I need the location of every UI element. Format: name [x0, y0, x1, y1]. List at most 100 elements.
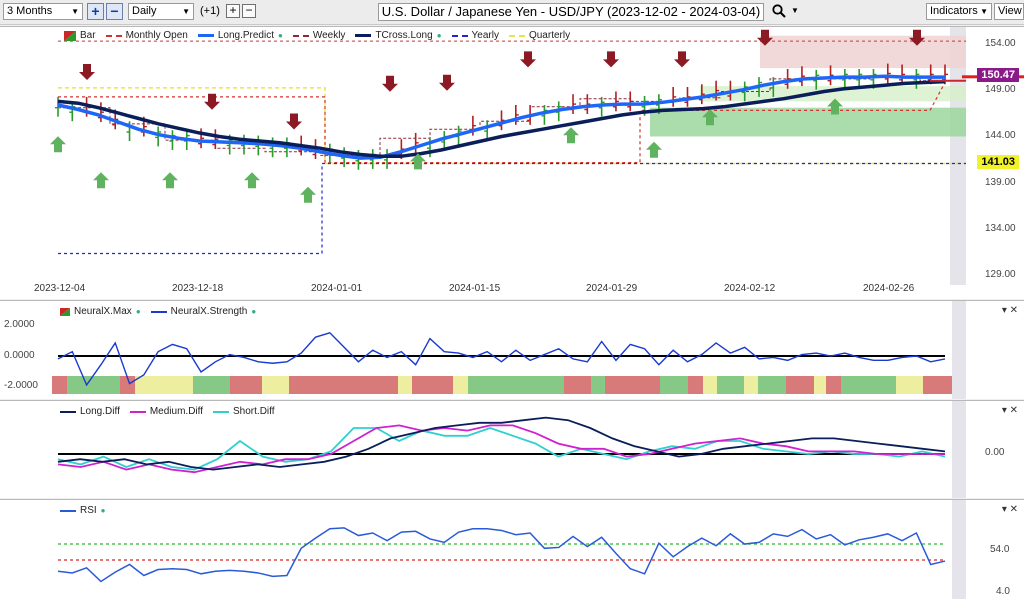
dot-icon: ● — [100, 506, 106, 515]
support-zone — [650, 107, 966, 137]
price-chart[interactable] — [0, 27, 1024, 299]
indicators-button[interactable]: Indicators ▼ — [926, 3, 992, 20]
close-pane-icon[interactable]: ▾ ✕ — [1001, 504, 1018, 515]
yearly-price-label: 141.03 — [977, 155, 1019, 169]
neuralx-max-segment — [896, 376, 923, 394]
zoom-in-button[interactable]: + — [87, 3, 104, 20]
neuralx-chart[interactable] — [0, 301, 1024, 399]
y-tick-label: 154.00 — [985, 38, 1016, 49]
sell-arrow-icon — [204, 93, 220, 110]
buy-arrow-icon — [300, 186, 316, 203]
legend-swatch — [105, 34, 122, 37]
sell-arrow-icon — [286, 113, 302, 130]
sell-arrow-icon — [603, 51, 619, 68]
sell-arrow-icon — [909, 29, 925, 46]
legend-long-diff: Long.Diff — [60, 406, 120, 417]
range-select[interactable]: 3 Months ▼ — [3, 3, 83, 20]
legend-neuralx-strength: NeuralX.Strength ● — [150, 306, 256, 317]
chevron-down-icon: ▼ — [980, 7, 988, 16]
neuralx-max-segment — [841, 376, 896, 394]
main-legend: Bar Monthly Open Long.Predict ● Weekly T… — [64, 30, 570, 41]
tcross-long-line — [57, 79, 946, 159]
legend-label: Bar — [80, 30, 96, 41]
offset-plus-button[interactable]: + — [226, 4, 240, 18]
y-tick-label: 139.00 — [985, 177, 1016, 188]
legend-neuralx-max: NeuralX.Max ● — [60, 306, 141, 317]
chevron-down-icon[interactable]: ▼ — [791, 6, 799, 15]
close-pane-icon[interactable]: ▾ ✕ — [1001, 405, 1018, 416]
dot-icon: ● — [277, 31, 283, 40]
neuralx-max-segment — [289, 376, 398, 394]
offset-label: (+1) — [200, 5, 220, 17]
buy-arrow-icon — [827, 98, 843, 115]
resistance-zone — [760, 35, 966, 69]
toolbar: 3 Months ▼ + − Daily ▼ (+1) + − U.S. Dol… — [0, 0, 1024, 25]
neuralx-max-segment — [758, 376, 786, 394]
diff-chart[interactable] — [0, 401, 1024, 498]
dot-icon: ● — [135, 307, 141, 316]
rsi-legend: RSI ● — [60, 505, 106, 516]
neuralx-max-segment — [398, 376, 412, 394]
neuralx-max-segment — [262, 376, 289, 394]
legend-label: NeuralX.Max — [74, 306, 132, 317]
neuralx-max-segment — [52, 376, 67, 394]
zoom-out-button[interactable]: − — [106, 3, 123, 20]
interval-select[interactable]: Daily ▼ — [128, 3, 194, 20]
legend-label: Yearly — [471, 30, 499, 41]
legend-monthly-open: Monthly Open — [105, 30, 188, 41]
buy-arrow-icon — [646, 141, 662, 158]
legend-weekly: Weekly — [292, 30, 345, 41]
y-tick-label: 0.0000 — [4, 350, 35, 361]
neuralx-max-segment — [453, 376, 468, 394]
sell-arrow-icon — [674, 51, 690, 68]
symbol-title-field[interactable]: U.S. Dollar / Japanese Yen - USD/JPY (20… — [378, 3, 764, 21]
offset-minus-button[interactable]: − — [242, 4, 256, 18]
neuralx-pane[interactable]: NeuralX.Max ● NeuralX.Strength ● ▾ ✕ 2.0… — [0, 300, 1024, 399]
neuralx-max-segment — [744, 376, 758, 394]
view-button[interactable]: View — [994, 3, 1024, 20]
x-tick-label: 2023-12-04 — [34, 283, 86, 294]
neuralx-max-segment — [814, 376, 826, 394]
chevron-down-icon: ▼ — [182, 7, 190, 16]
neuralx-max-segment — [412, 376, 453, 394]
rsi-pane[interactable]: RSI ● ▾ ✕ 54.0 4.0 — [0, 499, 1024, 599]
axis-strip — [952, 401, 966, 498]
sell-arrow-icon — [757, 29, 773, 46]
x-tick-label: 2024-02-12 — [724, 283, 776, 294]
legend-swatch — [60, 410, 76, 413]
legend-quarterly: Quarterly — [508, 30, 570, 41]
y-tick-label: 149.00 — [985, 84, 1016, 95]
indicators-label: Indicators — [930, 5, 978, 17]
neuralx-max-segment — [564, 376, 591, 394]
buy-arrow-icon — [702, 109, 718, 126]
neuralx-max-segment — [468, 376, 564, 394]
x-tick-label: 2024-01-29 — [586, 283, 638, 294]
long-predict-line — [57, 74, 945, 160]
buy-arrow-icon — [93, 172, 109, 189]
short-diff-line — [57, 427, 946, 471]
close-pane-icon[interactable]: ▾ ✕ — [1001, 305, 1018, 316]
legend-label: Medium.Diff — [149, 406, 204, 417]
diff-pane[interactable]: Long.Diff Medium.Diff Short.Diff ▾ ✕ 0.0… — [0, 400, 1024, 498]
legend-swatch — [60, 509, 76, 512]
buy-arrow-icon — [244, 172, 260, 189]
buy-arrow-icon — [162, 172, 178, 189]
sell-arrow-icon — [79, 64, 95, 80]
y-tick-label: 2.0000 — [4, 319, 35, 330]
y-tick-label: 0.00 — [985, 447, 1005, 458]
neuralx-max-segment — [786, 376, 814, 394]
legend-short-diff: Short.Diff — [213, 406, 275, 417]
support-zone-light — [700, 86, 966, 102]
monthly-open-line — [58, 82, 946, 164]
rsi-chart[interactable] — [0, 500, 1024, 599]
neuralx-max-segment — [703, 376, 717, 394]
neuralx-max-segment — [688, 376, 703, 394]
axis-strip — [952, 301, 966, 399]
interval-value: Daily — [132, 5, 157, 17]
x-tick-label: 2024-01-01 — [311, 283, 363, 294]
price-pane[interactable]: Bar Monthly Open Long.Predict ● Weekly T… — [0, 26, 1024, 299]
y-tick-label: 129.00 — [985, 269, 1016, 280]
neuralx-max-segment — [605, 376, 660, 394]
search-icon[interactable] — [771, 3, 787, 22]
legend-swatch — [197, 34, 214, 37]
